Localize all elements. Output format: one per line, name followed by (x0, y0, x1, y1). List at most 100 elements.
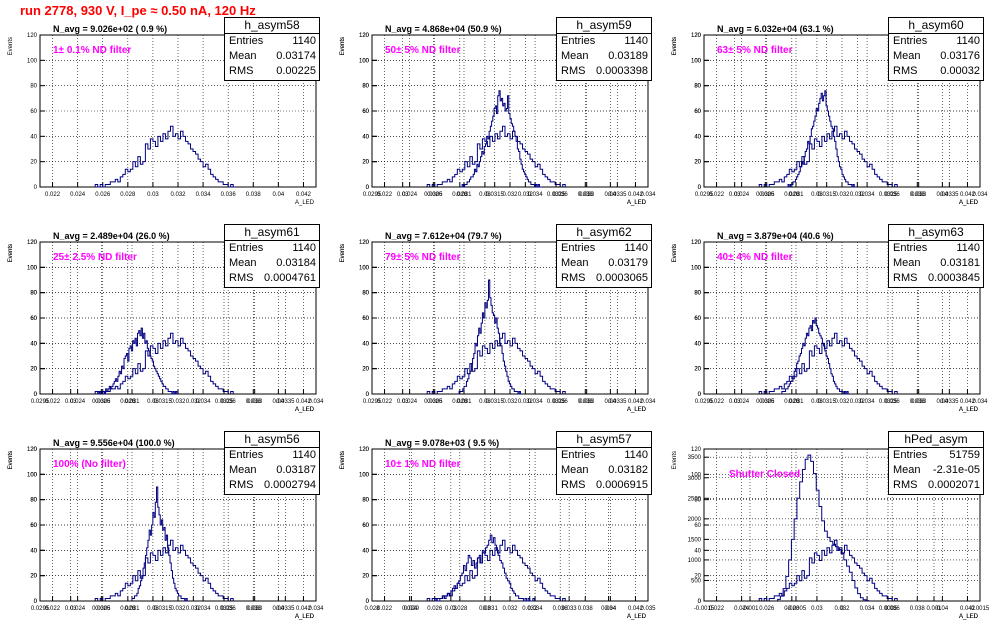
y-tick-label: 120 (27, 240, 38, 246)
x-tick-label: 0.04 (605, 606, 617, 612)
histogram-series (94, 539, 236, 602)
x-axis-title: A_LED (627, 407, 647, 413)
stats-entries-value: 1140 (956, 242, 980, 254)
histogram-panel: 0.022 0.024 0.026 0.028 0.03 0.032 0.034 0.036 0… (0, 222, 330, 429)
y-tick-label: 20 (694, 367, 701, 373)
x-tick-label: 0.033 (911, 192, 927, 198)
stats-entries-label: Entries (893, 449, 928, 461)
y-tick-label: 120 (27, 240, 38, 246)
y-tick-label: 60 (362, 523, 369, 529)
y-tick-label: 120 (359, 240, 370, 246)
x-tick-label: -0.001 (741, 606, 759, 612)
x-tick-label: 0.022 (45, 399, 61, 405)
x-tick-label: 0.038 (578, 399, 594, 405)
y-tick-label: 40 (362, 548, 369, 554)
stats-rms-label: RMS (229, 65, 254, 77)
x-tick-label: 0.026 (95, 606, 111, 612)
histogram-series (434, 534, 535, 602)
y-tick-label: 40 (362, 548, 369, 554)
x-tick-label: 0.032 (518, 192, 534, 198)
y-tick-label: 120 (359, 447, 370, 453)
y-tick-label: 0 (34, 185, 38, 191)
y-tick-label: 60 (30, 109, 37, 115)
y-tick-label: 60 (362, 316, 369, 322)
x-tick-label: 0.034 (196, 606, 212, 612)
x-tick-label: 0.038 (910, 192, 926, 198)
y-tick-label: 80 (30, 498, 37, 504)
x-tick-label: 0.034 (860, 399, 876, 405)
y-tick-label: 40 (362, 341, 369, 347)
stats-name: h_asym57 (557, 432, 651, 448)
x-tick-label: 0.0325 (879, 192, 898, 198)
histogram-series (758, 539, 900, 602)
y-tick-label: 80 (694, 498, 701, 504)
x-tick-label: 0.04 (273, 606, 285, 612)
x-tick-label: 0.026 (95, 192, 111, 198)
stats-entries-value: 1140 (624, 449, 648, 461)
stats-rms-row: RMS 0.00225 (225, 64, 319, 79)
stats-rms-label: RMS (561, 479, 586, 491)
y-tick-label: 80 (362, 291, 369, 297)
filter-label: 1± 0.1% ND filter (53, 45, 132, 56)
x-tick-label: 0.036 (553, 606, 569, 612)
x-tick-label: 0.0315 (817, 399, 836, 405)
y-tick-label: 500 (691, 578, 702, 584)
stats-mean-value: 0.03184 (276, 257, 316, 269)
x-tick-label: 0.034 (528, 399, 544, 405)
y-tick-label: 60 (362, 109, 369, 115)
stats-box: h_asym63 Entries 1140 Mean 0.03181 RMS 0.00… (888, 224, 984, 288)
x-tick-label: 0.028 (784, 399, 800, 405)
x-tick-label: 0.0325 (879, 399, 898, 405)
x-tick-label: 0.029 (404, 606, 420, 612)
x-tick-label: 0.031 (456, 192, 472, 198)
stats-mean-row: Mean 0.03174 (225, 49, 319, 64)
stats-mean-row: Mean 0.03189 (557, 49, 651, 64)
x-tick-label: 0.03 (147, 606, 159, 612)
y-axis-title: Events (8, 451, 14, 469)
y-tick-label: 0 (366, 185, 370, 191)
y-tick-label: 20 (362, 574, 369, 580)
x-tick-label: 0.032 (834, 606, 850, 612)
stats-box: h_asym62 Entries 1140 Mean 0.03179 RMS 0.00… (556, 224, 652, 288)
y-tick-label: 0 (366, 599, 370, 605)
x-tick-label: 0.033 (247, 399, 263, 405)
histogram-series (426, 539, 568, 602)
x-tick-label: 0.033 (247, 606, 263, 612)
filter-label: Shutter Closed (729, 469, 801, 480)
x-tick-label: 0.0335 (608, 192, 627, 198)
y-tick-label: 80 (694, 291, 701, 297)
y-tick-label: 0 (34, 392, 38, 398)
stats-mean-value: 0.03189 (608, 50, 648, 62)
x-tick-label: 0.024 (734, 192, 750, 198)
x-tick-label: 0.026 (427, 192, 443, 198)
stats-rms-value: 0.0004761 (264, 272, 316, 284)
x-tick-label: 0.03 (811, 399, 823, 405)
histogram-plot: 0.022 0.024 0.026 0.028 0.03 0.032 0.034 0.036 0… (672, 33, 988, 206)
x-tick-label: 0.0295 (363, 399, 382, 405)
y-tick-label: 120 (27, 447, 38, 453)
stats-mean-label: Mean (893, 257, 921, 269)
y-tick-label: 100 (359, 472, 370, 478)
y-tick-label: 60 (30, 523, 37, 529)
x-tick-label: 0.03 (729, 399, 741, 405)
stats-mean-label: Mean (561, 257, 589, 269)
x-tick-label: 0.042 (960, 399, 976, 405)
y-axis-title: Events (672, 37, 678, 55)
x-tick-label: 0.0335 (940, 192, 959, 198)
y-tick-label: 100 (691, 58, 702, 64)
stats-mean-value: 0.03182 (608, 464, 648, 476)
stats-entries-label: Entries (561, 449, 596, 461)
histogram-panel: 0.022 0.024 0.026 0.028 0.03 0.032 0.034 0.036 0… (0, 429, 330, 636)
navg-label: N_avg = 3.879e+04 (40.6 %) (717, 231, 834, 241)
y-tick-label: 100 (27, 265, 38, 271)
stats-rms-label: RMS (893, 479, 918, 491)
x-tick-label: 0.0305 (92, 606, 111, 612)
x-tick-label: 0.026 (759, 399, 775, 405)
x-tick-label: 0.0315 (153, 606, 172, 612)
x-tick-label: 0.032 (522, 606, 538, 612)
x-tick-label: 0.0335 (608, 399, 627, 405)
stats-rms-label: RMS (561, 272, 586, 284)
y-axis-title: Events (340, 37, 346, 55)
x-tick-label: 0.0295 (695, 399, 714, 405)
x-tick-label: 0.0305 (756, 399, 775, 405)
